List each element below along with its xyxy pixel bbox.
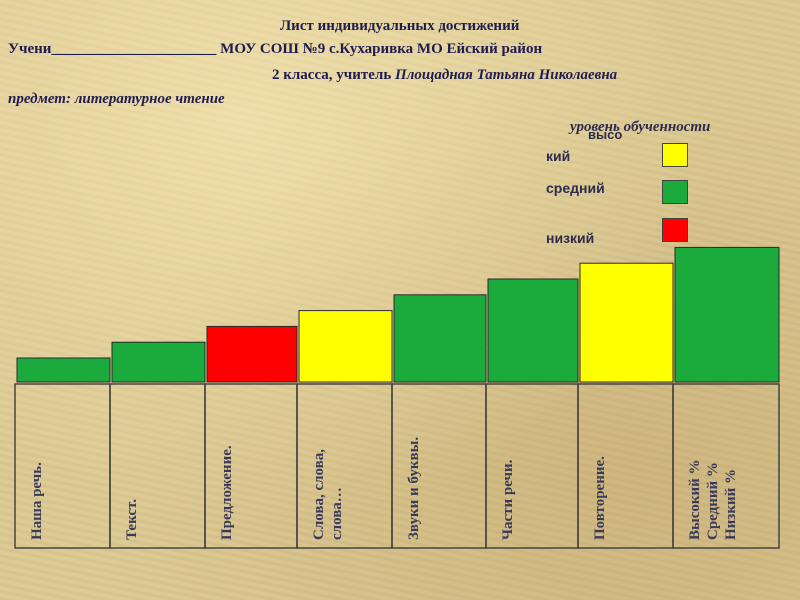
legend-mid-label: средний [546, 180, 605, 196]
table-cell-8 [672, 383, 780, 549]
teacher-name: Площадная Татьяна Николаевна [395, 67, 618, 83]
legend-high-swatch [662, 143, 688, 167]
page-title: Лист индивидуальных достижений [280, 18, 520, 34]
bar-5 [393, 294, 487, 383]
legend-low-swatch [662, 218, 688, 242]
class-teacher-line: 2 класса, учитель Площадная Татьяна Нико… [272, 67, 617, 84]
legend-title: уровень обученности [570, 119, 711, 135]
bar-3 [206, 325, 298, 383]
bar-6 [487, 278, 579, 383]
school-line: Учени______________________ МОУ СОШ №9 с… [8, 41, 543, 57]
category-label-5: Звуки и буквы. [406, 437, 422, 540]
category-label-8-2: Средний % [705, 462, 721, 540]
bar-7 [579, 262, 674, 383]
category-label-4-1: Слова, слова, [311, 449, 327, 540]
legend-mid-swatch [662, 180, 688, 204]
category-label-4-2: слова… [329, 487, 345, 540]
legend-high-label-part1: высо [588, 127, 623, 142]
category-label-1: Наша речь. [29, 462, 45, 540]
category-label-6: Части речи. [500, 459, 516, 540]
subject-line: предмет: литературное чтение [8, 91, 225, 107]
bar-2 [111, 341, 206, 383]
category-label-8-3: Низкий % [723, 469, 739, 540]
category-label-7: Повторение. [592, 456, 608, 540]
class-label: 2 класса, учитель [272, 67, 396, 83]
category-label-8-1: Высокий % [687, 459, 703, 540]
bar-4 [298, 310, 393, 383]
category-label-2: Текст. [124, 499, 140, 540]
legend-high-label-part2: кий [546, 148, 571, 164]
legend-low-label: низкий [546, 230, 595, 246]
bar-8 [674, 246, 780, 383]
category-label-3: Предложение. [219, 445, 235, 540]
bar-1 [16, 357, 111, 383]
